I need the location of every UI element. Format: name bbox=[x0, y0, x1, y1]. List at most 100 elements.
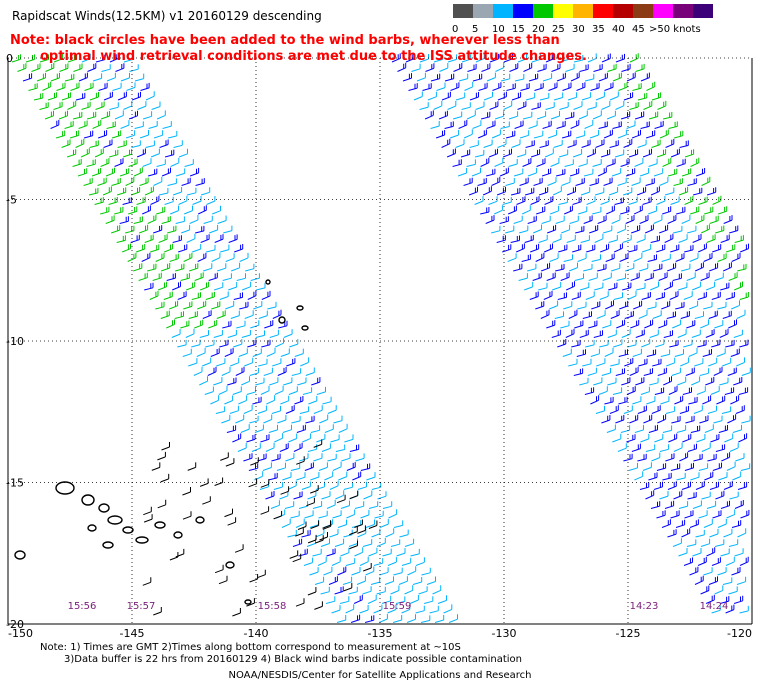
wind-barb bbox=[266, 347, 276, 357]
wind-barb bbox=[617, 129, 627, 139]
wind-barb bbox=[565, 328, 575, 338]
wind-barb bbox=[301, 481, 311, 490]
wind-barb bbox=[348, 586, 358, 595]
island-outline bbox=[135, 536, 149, 544]
wind-barb bbox=[362, 586, 372, 595]
contaminated-wind-barb bbox=[296, 456, 305, 465]
wind-barb bbox=[72, 158, 82, 167]
wind-barb bbox=[95, 54, 106, 63]
wind-barb bbox=[573, 368, 584, 376]
wind-barb bbox=[711, 339, 721, 348]
wind-barb bbox=[538, 282, 548, 291]
wind-barb bbox=[679, 452, 689, 462]
wind-barb bbox=[391, 53, 401, 63]
wind-barb bbox=[631, 225, 641, 234]
wind-barb bbox=[565, 63, 575, 72]
wind-barb bbox=[703, 301, 713, 310]
wind-barb bbox=[505, 178, 515, 186]
wind-barb bbox=[430, 73, 441, 82]
wind-barb bbox=[395, 596, 406, 604]
wind-barb bbox=[133, 263, 143, 272]
wind-barb bbox=[140, 82, 150, 91]
wind-barb bbox=[717, 253, 727, 262]
wind-barb bbox=[683, 557, 693, 566]
wind-barb bbox=[579, 377, 589, 386]
wind-barb bbox=[206, 196, 216, 205]
wind-barb bbox=[537, 63, 547, 72]
wind-barb bbox=[592, 206, 602, 215]
wind-barb bbox=[535, 301, 545, 310]
contaminated-wind-barb bbox=[175, 548, 185, 558]
wind-barb bbox=[636, 283, 646, 291]
wind-barb bbox=[345, 558, 356, 566]
wind-barb bbox=[652, 310, 662, 319]
wind-barb bbox=[671, 367, 681, 376]
wind-barb bbox=[268, 424, 278, 433]
wind-barb bbox=[128, 206, 138, 215]
contaminated-wind-barb bbox=[307, 534, 317, 544]
wind-barb bbox=[535, 252, 545, 262]
wind-barb bbox=[297, 377, 307, 386]
wind-barb bbox=[401, 604, 411, 614]
wind-barb bbox=[531, 102, 541, 110]
wind-barb bbox=[598, 386, 608, 395]
wind-barb bbox=[627, 290, 637, 300]
wind-barb bbox=[635, 63, 645, 72]
wind-barb bbox=[133, 167, 143, 177]
wind-barb bbox=[718, 472, 728, 481]
wind-barb bbox=[50, 119, 60, 129]
wind-barb bbox=[324, 471, 334, 481]
wind-barb bbox=[701, 491, 711, 500]
wind-barb bbox=[172, 187, 183, 196]
wind-barb bbox=[337, 519, 347, 528]
wind-barb bbox=[496, 235, 506, 243]
wind-barb bbox=[315, 481, 325, 490]
wind-barb bbox=[648, 472, 658, 481]
wind-barb bbox=[552, 282, 562, 291]
wind-barb bbox=[123, 100, 133, 110]
wind-barb bbox=[728, 272, 738, 281]
wind-barb bbox=[692, 187, 703, 196]
wind-barb bbox=[741, 367, 751, 376]
wind-barb bbox=[610, 358, 620, 367]
wind-barb bbox=[197, 205, 207, 215]
wind-barb bbox=[667, 481, 677, 490]
wind-barb bbox=[227, 377, 237, 386]
wind-barb bbox=[580, 187, 591, 196]
wind-barb bbox=[153, 176, 163, 186]
wind-barb bbox=[595, 91, 605, 101]
wind-barb bbox=[597, 263, 607, 272]
wind-barb bbox=[608, 282, 618, 291]
wind-barb bbox=[480, 157, 490, 167]
wind-barb bbox=[577, 301, 587, 310]
wind-barb bbox=[691, 329, 701, 338]
contaminated-wind-barb bbox=[153, 607, 162, 616]
wind-barb bbox=[644, 272, 654, 281]
wind-barb bbox=[639, 215, 649, 224]
wind-barb bbox=[300, 357, 310, 367]
wind-barb bbox=[418, 586, 428, 595]
wind-barb bbox=[260, 434, 270, 443]
wind-barb bbox=[558, 244, 568, 253]
legend-tick-label: 25 bbox=[552, 24, 565, 35]
wind-barb bbox=[332, 510, 342, 519]
wind-barb bbox=[261, 290, 271, 300]
wind-barb bbox=[331, 605, 341, 614]
wind-barb bbox=[714, 320, 724, 329]
wind-barb bbox=[209, 224, 219, 234]
wind-barb bbox=[205, 291, 215, 300]
wind-barb bbox=[616, 319, 626, 329]
wind-barb bbox=[609, 140, 619, 148]
wind-barb bbox=[611, 263, 621, 272]
wind-barb bbox=[436, 82, 446, 91]
wind-barb bbox=[682, 387, 692, 395]
wind-barb bbox=[53, 53, 63, 63]
island-outline bbox=[55, 481, 75, 495]
wind-barb bbox=[704, 424, 714, 433]
wind-barb bbox=[123, 54, 134, 63]
wind-barb bbox=[253, 301, 263, 310]
wind-barb bbox=[276, 462, 286, 471]
wind-barb bbox=[95, 101, 105, 110]
wind-barb bbox=[321, 443, 331, 452]
wind-barb bbox=[664, 233, 674, 243]
